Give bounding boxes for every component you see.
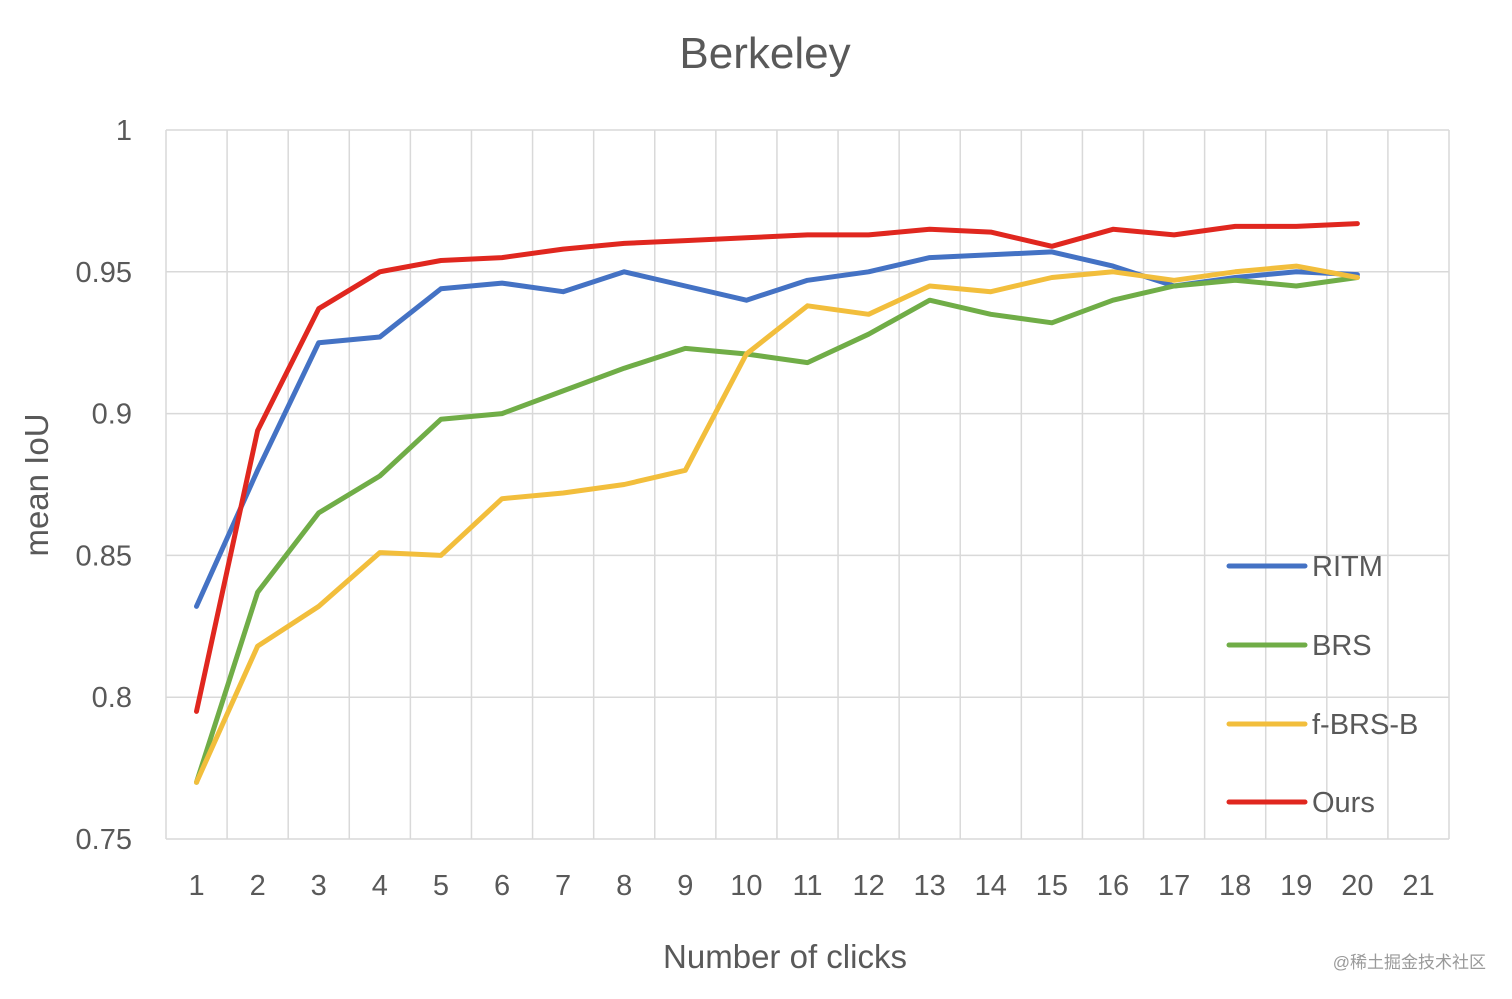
x-tick-label: 20 — [1341, 870, 1373, 902]
x-tick-label: 18 — [1219, 870, 1251, 902]
y-tick-label: 0.75 — [76, 824, 132, 856]
y-axis-title: mean IoU — [18, 413, 55, 556]
chart-title: Berkeley — [679, 29, 850, 78]
watermark: @稀土掘金技术社区 — [1333, 953, 1486, 972]
x-tick-label: 14 — [975, 870, 1007, 902]
x-tick-label: 8 — [616, 870, 632, 902]
x-tick-label: 17 — [1158, 870, 1190, 902]
x-tick-label: 3 — [311, 870, 327, 902]
legend: RITM BRS f-BRS-B Ours — [1226, 551, 1418, 819]
x-axis-title: Number of clicks — [663, 938, 907, 975]
legend-label-ours: Ours — [1312, 787, 1375, 819]
legend-label-f-brs-b: f-BRS-B — [1312, 709, 1418, 741]
x-tick-label: 12 — [852, 870, 884, 902]
x-tick-label: 16 — [1097, 870, 1129, 902]
series-line-ours — [194, 221, 1360, 714]
y-axis-ticks: 0.75 0.8 0.85 0.9 0.95 1 — [76, 115, 132, 856]
series-lines — [194, 221, 1360, 785]
x-tick-label: 2 — [250, 870, 266, 902]
x-axis-ticks: 1 2 3 4 5 6 7 8 9 10 11 12 13 14 15 16 17 18 19 20 21 — [188, 870, 1434, 902]
y-tick-label: 0.85 — [76, 540, 132, 572]
legend-label-brs: BRS — [1312, 630, 1372, 662]
x-tick-label: 10 — [730, 870, 762, 902]
x-tick-label: 7 — [555, 870, 571, 902]
series-line-ritm — [194, 249, 1360, 609]
x-tick-label: 5 — [433, 870, 449, 902]
x-tick-label: 9 — [677, 870, 693, 902]
series-line-f-brs-b — [194, 263, 1360, 785]
x-tick-label: 4 — [372, 870, 388, 902]
x-tick-label: 15 — [1036, 870, 1068, 902]
y-tick-label: 1 — [116, 115, 132, 147]
legend-label-ritm: RITM — [1312, 551, 1383, 583]
x-tick-label: 21 — [1402, 870, 1434, 902]
y-tick-label: 0.9 — [92, 399, 132, 431]
y-tick-label: 0.95 — [76, 257, 132, 289]
series-line-brs — [194, 275, 1360, 785]
x-tick-label: 6 — [494, 870, 510, 902]
y-tick-label: 0.8 — [92, 682, 132, 714]
x-tick-label: 13 — [914, 870, 946, 902]
x-tick-label: 11 — [792, 870, 822, 902]
x-tick-label: 1 — [188, 870, 204, 902]
x-tick-label: 19 — [1280, 870, 1312, 902]
